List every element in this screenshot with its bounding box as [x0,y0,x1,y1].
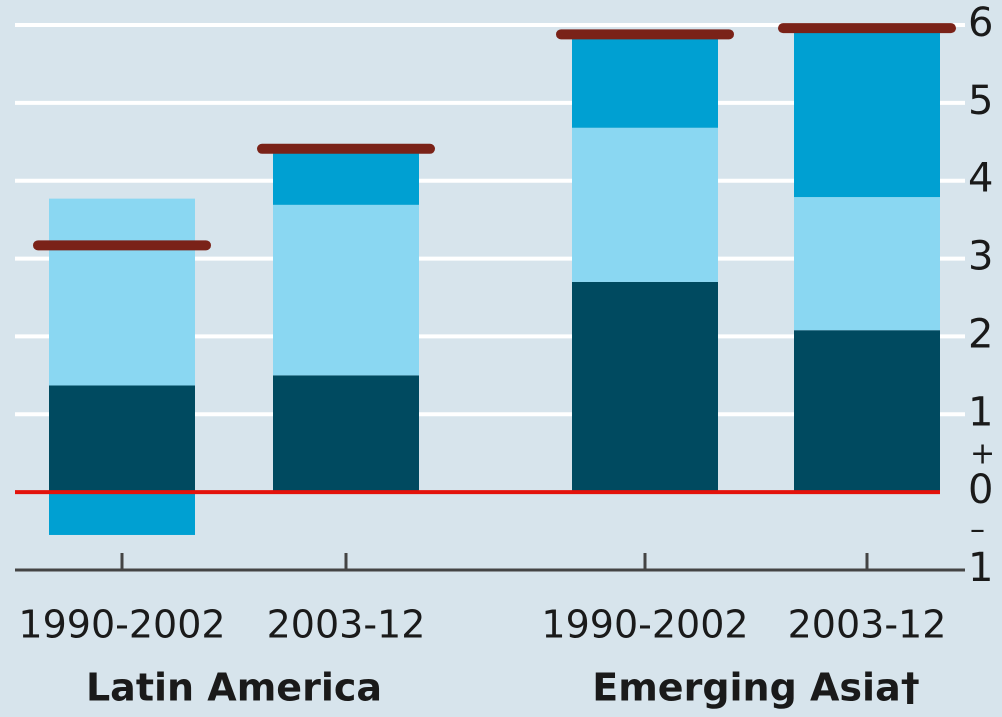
bar-segment [572,35,718,128]
sign-label: – [970,513,985,548]
bar-segment [49,385,195,493]
bar-segment [273,204,419,376]
sign-label: + [970,437,995,472]
bar-segment [794,31,940,198]
bar-segment [49,492,195,535]
x-tick-label: 2003-12 [267,603,426,647]
bar-segment [572,281,718,493]
group-label: Emerging Asia† [592,666,919,710]
bar-segment [273,151,419,205]
y-tick-label: 6 [968,0,993,46]
group-label: Latin America [86,666,382,710]
y-tick-label: 1 [968,389,993,435]
x-tick-label: 2003-12 [788,603,947,647]
x-tick-label: 1990-2002 [18,603,225,647]
y-tick-label: 2 [968,311,993,357]
bar-segment [794,197,940,331]
y-tick-label: 3 [968,234,993,280]
y-tick-label: 4 [968,156,993,202]
bar-segment [794,330,940,493]
bar-segment [572,127,718,282]
y-tick-label: 1 [968,545,993,591]
bar-segment [273,375,419,493]
bar-segment [49,198,195,386]
y-tick-label: 0 [968,467,993,513]
y-tick-label: 5 [968,78,993,124]
x-tick-label: 1990-2002 [541,603,748,647]
